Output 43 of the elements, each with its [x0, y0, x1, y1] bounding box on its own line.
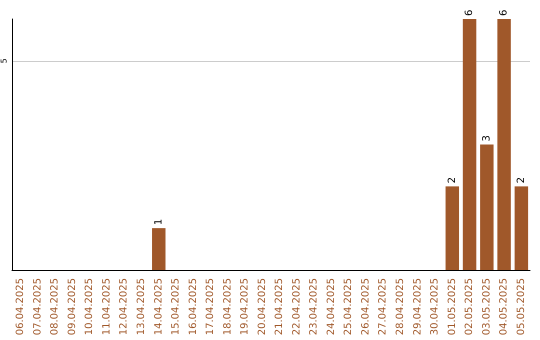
x-tick-label: 09.04.2025: [66, 278, 78, 336]
data-label: 6: [464, 10, 476, 16]
x-tick-label: 17.04.2025: [205, 278, 216, 336]
bar: [480, 144, 494, 270]
bar: [497, 19, 511, 270]
bar: [462, 19, 476, 270]
data-label: 2: [446, 176, 458, 184]
x-tick-label: 20.04.2025: [256, 278, 268, 336]
x-tick-label: 26.04.2025: [360, 278, 372, 336]
x-tick-label: 11.04.2025: [101, 278, 112, 336]
x-tick-label: 01.05.2025: [446, 278, 458, 336]
x-tick-label: 06.04.2025: [15, 278, 26, 336]
x-tick-label: 16.04.2025: [188, 278, 199, 336]
x-tick-label: 23.04.2025: [308, 278, 320, 336]
x-tick-label: 15.04.2025: [170, 278, 182, 336]
x-tick-label: 25.04.2025: [343, 278, 354, 336]
x-tick-label: 27.04.2025: [378, 278, 389, 336]
x-tick-label: 07.04.2025: [32, 278, 44, 336]
x-tick-label: 05.05.2025: [516, 278, 527, 336]
data-label: 1: [153, 218, 164, 226]
x-tick-label: 22.04.2025: [291, 278, 302, 336]
y-tick-label: 5: [0, 58, 8, 64]
x-tick-label: 10.04.2025: [84, 278, 96, 336]
x-tick-label: 08.04.2025: [50, 278, 61, 336]
x-tick-label: 29.04.2025: [412, 278, 424, 336]
x-tick-label: 13.04.2025: [136, 278, 147, 336]
bar: [152, 228, 166, 270]
x-tick-label: 30.04.2025: [430, 278, 441, 336]
data-label: 3: [481, 135, 492, 142]
data-label: 2: [516, 176, 527, 184]
x-tick-label: 21.04.2025: [274, 278, 286, 336]
bar: [514, 186, 528, 270]
x-tick-label: 12.04.2025: [118, 278, 130, 336]
data-label: 6: [498, 10, 510, 16]
bar: [446, 186, 460, 270]
x-tick-label: 18.04.2025: [222, 278, 234, 336]
x-tick-label: 02.05.2025: [464, 278, 476, 336]
x-tick-label: 14.04.2025: [153, 278, 164, 336]
x-tick-label: 28.04.2025: [395, 278, 406, 336]
x-tick-label: 04.05.2025: [498, 278, 510, 336]
x-tick-label: 19.04.2025: [240, 278, 251, 336]
x-tick-label: 03.05.2025: [481, 278, 492, 336]
x-tick-label: 24.04.2025: [326, 278, 337, 336]
